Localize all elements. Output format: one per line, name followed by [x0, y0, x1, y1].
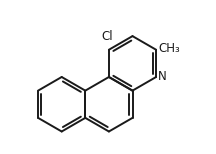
Text: CH₃: CH₃ — [158, 42, 180, 55]
Text: N: N — [158, 71, 167, 83]
Text: Cl: Cl — [102, 30, 113, 43]
